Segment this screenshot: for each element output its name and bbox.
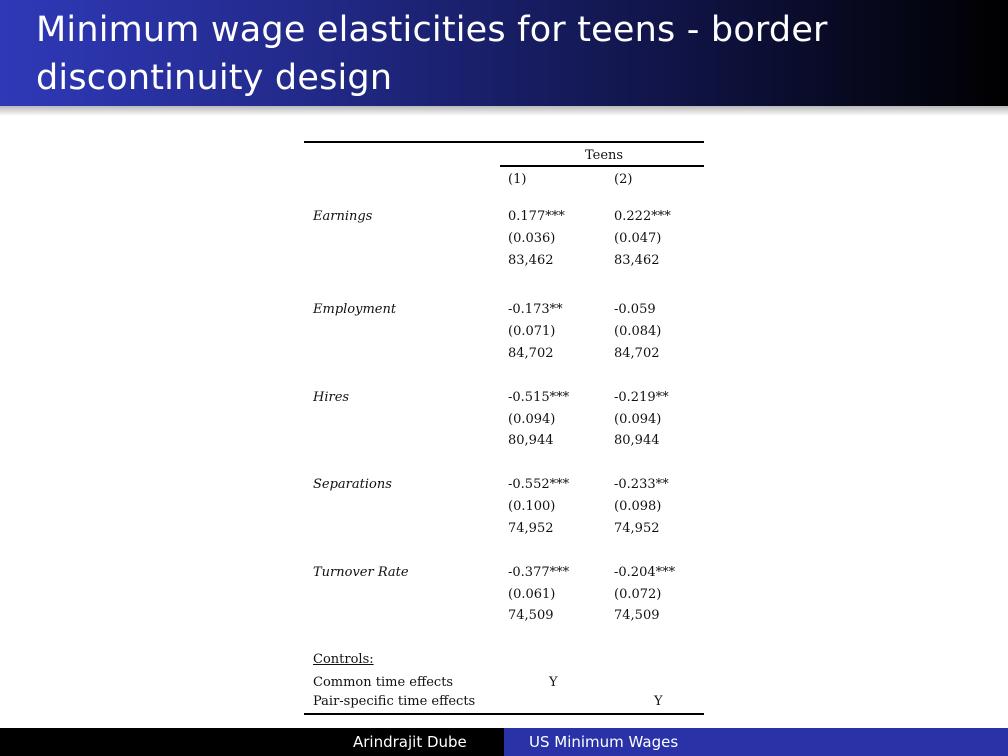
table-bottom-rule (304, 713, 704, 715)
earnings-se-1: (0.036) (508, 231, 556, 246)
footer-talk-title: US Minimum Wages (529, 733, 679, 751)
title-bar (0, 0, 1008, 106)
control-pair-specific-col2: Y (654, 694, 663, 709)
slide-title: Minimum wage elasticities for teens - bo… (36, 10, 828, 98)
title-bar-shadow (0, 106, 1008, 116)
turnover-se-1: (0.061) (508, 587, 556, 602)
turnover-coef-1: -0.377*** (508, 565, 570, 580)
separations-n-2: 74,952 (614, 521, 660, 536)
employment-coef-2: -0.059 (614, 302, 656, 317)
controls-heading: Controls: (313, 652, 374, 667)
employment-se-2: (0.084) (614, 324, 662, 339)
employment-coef-1: -0.173** (508, 302, 563, 317)
turnover-n-1: 74,509 (508, 608, 554, 623)
hires-se-2: (0.094) (614, 412, 662, 427)
separations-coef-1: -0.552*** (508, 477, 570, 492)
row-label-employment: Employment (313, 302, 397, 317)
hires-n-2: 80,944 (614, 433, 660, 448)
earnings-coef-2: 0.222*** (614, 209, 671, 224)
footer-title-panel: US Minimum Wages (504, 728, 1008, 756)
earnings-se-2: (0.047) (614, 231, 662, 246)
hires-coef-2: -0.219** (614, 390, 669, 405)
column-header-1: (1) (508, 172, 527, 187)
control-label-common-time: Common time effects (313, 675, 454, 690)
employment-n-2: 84,702 (614, 346, 660, 361)
earnings-n-2: 83,462 (614, 253, 660, 268)
row-label-turnover-rate: Turnover Rate (313, 565, 409, 580)
employment-n-1: 84,702 (508, 346, 554, 361)
row-label-hires: Hires (313, 390, 350, 405)
hires-se-1: (0.094) (508, 412, 556, 427)
hires-coef-1: -0.515*** (508, 390, 570, 405)
results-table: Teens (1) (2) Earnings 0.177*** 0.222***… (304, 139, 704, 718)
row-label-separations: Separations (313, 477, 392, 492)
column-header-2: (2) (614, 172, 633, 187)
earnings-n-1: 83,462 (508, 253, 554, 268)
separations-coef-2: -0.233** (614, 477, 669, 492)
separations-se-1: (0.100) (508, 499, 556, 514)
separations-se-2: (0.098) (614, 499, 662, 514)
hires-n-1: 80,944 (508, 433, 554, 448)
footer-author: Arindrajit Dube (353, 733, 467, 751)
group-header-rule (500, 165, 704, 167)
footer-author-panel: Arindrajit Dube (0, 728, 504, 756)
footer-bar: Arindrajit Dube US Minimum Wages (0, 728, 1008, 756)
control-label-pair-specific: Pair-specific time effects (313, 694, 476, 709)
table-top-rule (304, 141, 704, 143)
employment-se-1: (0.071) (508, 324, 556, 339)
control-common-time-col1: Y (549, 675, 558, 690)
turnover-se-2: (0.072) (614, 587, 662, 602)
separations-n-1: 74,952 (508, 521, 554, 536)
turnover-coef-2: -0.204*** (614, 565, 676, 580)
group-header-teens: Teens (585, 148, 624, 163)
earnings-coef-1: 0.177*** (508, 209, 565, 224)
row-label-earnings: Earnings (313, 209, 373, 224)
turnover-n-2: 74,509 (614, 608, 660, 623)
